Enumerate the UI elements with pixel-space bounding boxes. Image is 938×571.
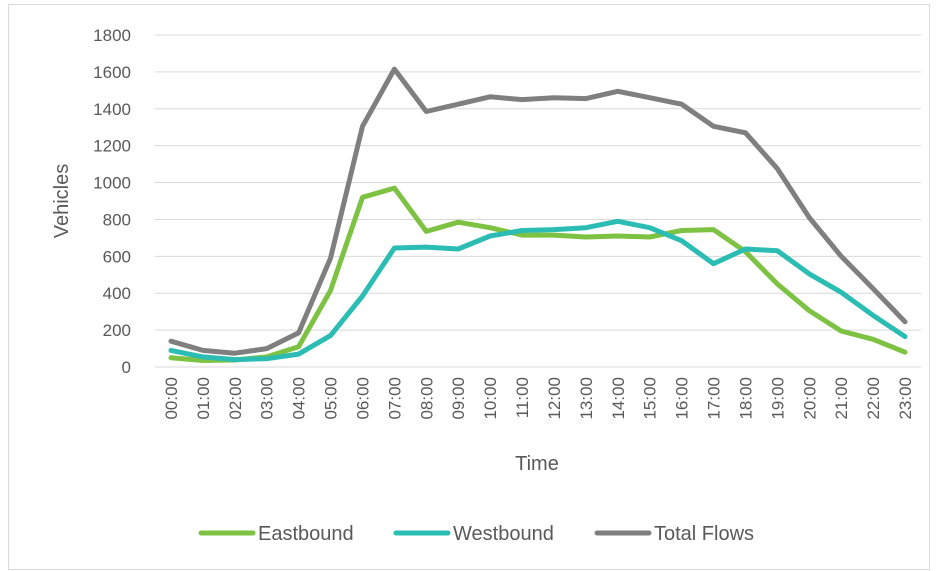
x-tick-label: 15:00 — [641, 377, 660, 420]
y-tick-label: 1200 — [93, 137, 131, 156]
x-tick-label: 08:00 — [417, 377, 436, 420]
x-tick-label: 09:00 — [449, 377, 468, 420]
y-tick-label: 800 — [103, 210, 131, 229]
y-tick-label: 1400 — [93, 100, 131, 119]
series-line-total-flows — [168, 66, 908, 356]
chart-frame — [8, 4, 930, 570]
series-line-eastbound — [168, 185, 908, 363]
x-tick-label: 05:00 — [322, 377, 341, 420]
x-tick-label: 04:00 — [290, 377, 309, 420]
x-tick-label: 21:00 — [832, 377, 851, 420]
x-tick-label: 10:00 — [481, 377, 500, 420]
y-tick-label: 1000 — [93, 174, 131, 193]
x-tick-label: 19:00 — [768, 377, 787, 420]
y-tick-label: 1600 — [93, 63, 131, 82]
y-tick-label: 0 — [122, 358, 131, 377]
x-tick-label: 01:00 — [194, 377, 213, 420]
legend-label: Total Flows — [654, 523, 754, 545]
legend-label: Eastbound — [258, 523, 354, 545]
x-axis-title: Time — [515, 453, 559, 475]
x-axis-ticks: 00:00 01:00 02:00 03:00 04:00 05:00 06:00 07:00… — [162, 377, 915, 420]
y-axis-ticks: 0 200 400 600 800 1000 1200 1400 1600 1800 — [93, 26, 131, 377]
x-tick-label: 16:00 — [673, 377, 692, 420]
x-tick-label: 14:00 — [609, 377, 628, 420]
series-line-westbound — [168, 218, 908, 363]
y-axis-title: Vehicles — [51, 164, 73, 239]
legend-label: Westbound — [453, 523, 554, 545]
x-tick-label: 11:00 — [513, 377, 532, 418]
y-tick-label: 600 — [103, 247, 131, 266]
y-tick-label: 400 — [103, 284, 131, 303]
x-tick-label: 17:00 — [705, 377, 724, 420]
x-tick-label: 18:00 — [736, 377, 755, 420]
x-tick-label: 03:00 — [258, 377, 277, 420]
x-tick-label: 07:00 — [385, 377, 404, 420]
gridlines — [155, 34, 921, 331]
x-tick-label: 20:00 — [800, 377, 819, 420]
series-lines — [168, 66, 908, 363]
y-tick-label: 200 — [103, 321, 131, 340]
legend: Eastbound Westbound Total Flows — [198, 523, 754, 545]
x-tick-label: 06:00 — [353, 377, 372, 420]
x-tick-label: 23:00 — [896, 377, 915, 420]
x-tick-label: 22:00 — [864, 377, 883, 420]
x-tick-label: 13:00 — [577, 377, 596, 420]
y-tick-label: 1800 — [93, 26, 131, 45]
x-tick-label: 12:00 — [545, 377, 564, 420]
x-tick-label: 02:00 — [226, 377, 245, 420]
x-tick-label: 00:00 — [162, 377, 181, 420]
